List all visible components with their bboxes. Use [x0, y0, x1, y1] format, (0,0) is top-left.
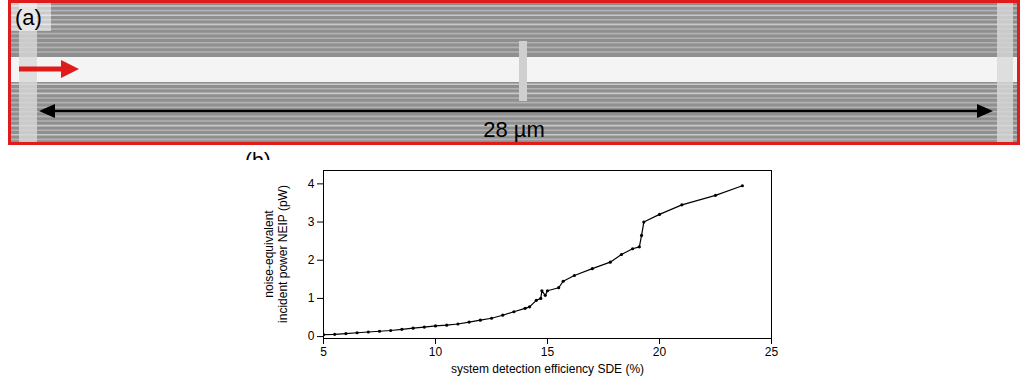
svg-text:28 µm: 28 µm	[483, 117, 545, 142]
svg-text:system detection efficiency SD: system detection efficiency SDE (%)	[451, 362, 644, 376]
html-text:(b): (b)	[245, 148, 271, 171]
svg-text:10: 10	[429, 345, 443, 359]
svg-text:noise-equivalentincident power: noise-equivalentincident power NEIP (pW)	[262, 185, 290, 323]
svg-text:1: 1	[308, 291, 315, 305]
svg-text:5: 5	[320, 345, 327, 359]
svg-text:25: 25	[765, 345, 779, 359]
svg-text:3: 3	[308, 215, 315, 229]
svg-text:4: 4	[308, 177, 315, 191]
svg-text:(a): (a)	[15, 5, 42, 30]
svg-text:2: 2	[308, 253, 315, 267]
svg-text:15: 15	[541, 345, 555, 359]
svg-text:0: 0	[308, 329, 315, 343]
svg-text:20: 20	[653, 345, 667, 359]
